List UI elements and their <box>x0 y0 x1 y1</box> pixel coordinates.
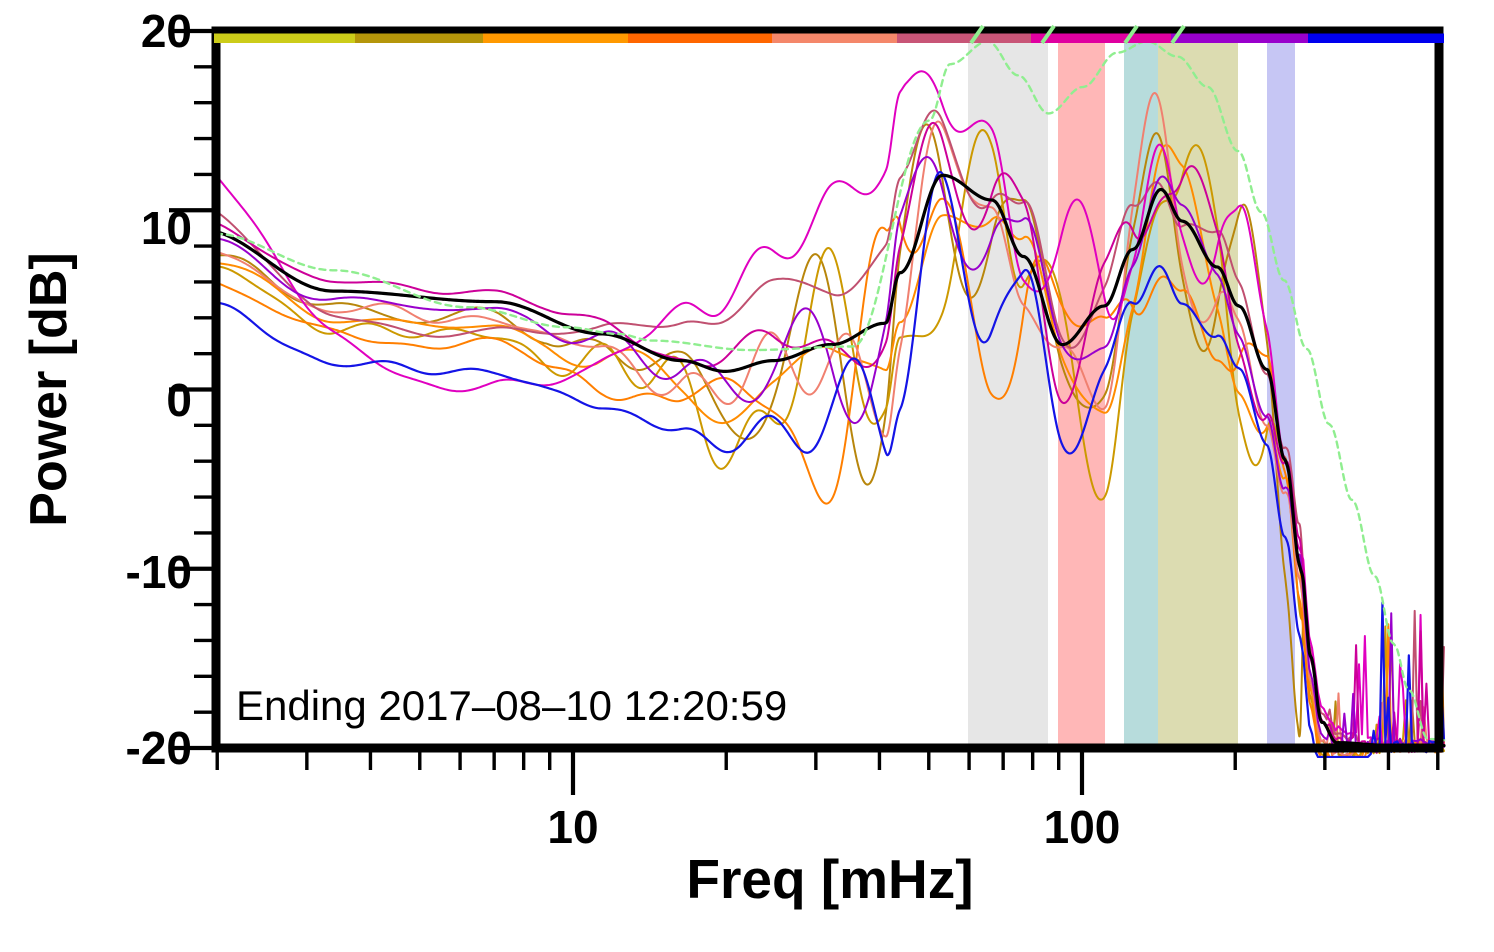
svg-text:Freq [mHz]: Freq [mHz] <box>686 848 973 910</box>
svg-text:-20: -20 <box>126 722 192 774</box>
svg-text:100: 100 <box>1044 801 1121 853</box>
svg-text:10: 10 <box>141 202 192 254</box>
svg-text:-10: -10 <box>126 546 192 598</box>
svg-text:0: 0 <box>166 374 192 426</box>
svg-text:Ending 2017–08–10 12:20:59: Ending 2017–08–10 12:20:59 <box>236 682 787 729</box>
svg-text:20: 20 <box>141 5 192 57</box>
svg-text:10: 10 <box>547 801 598 853</box>
svg-text:Power [dB]: Power [dB] <box>20 252 78 526</box>
